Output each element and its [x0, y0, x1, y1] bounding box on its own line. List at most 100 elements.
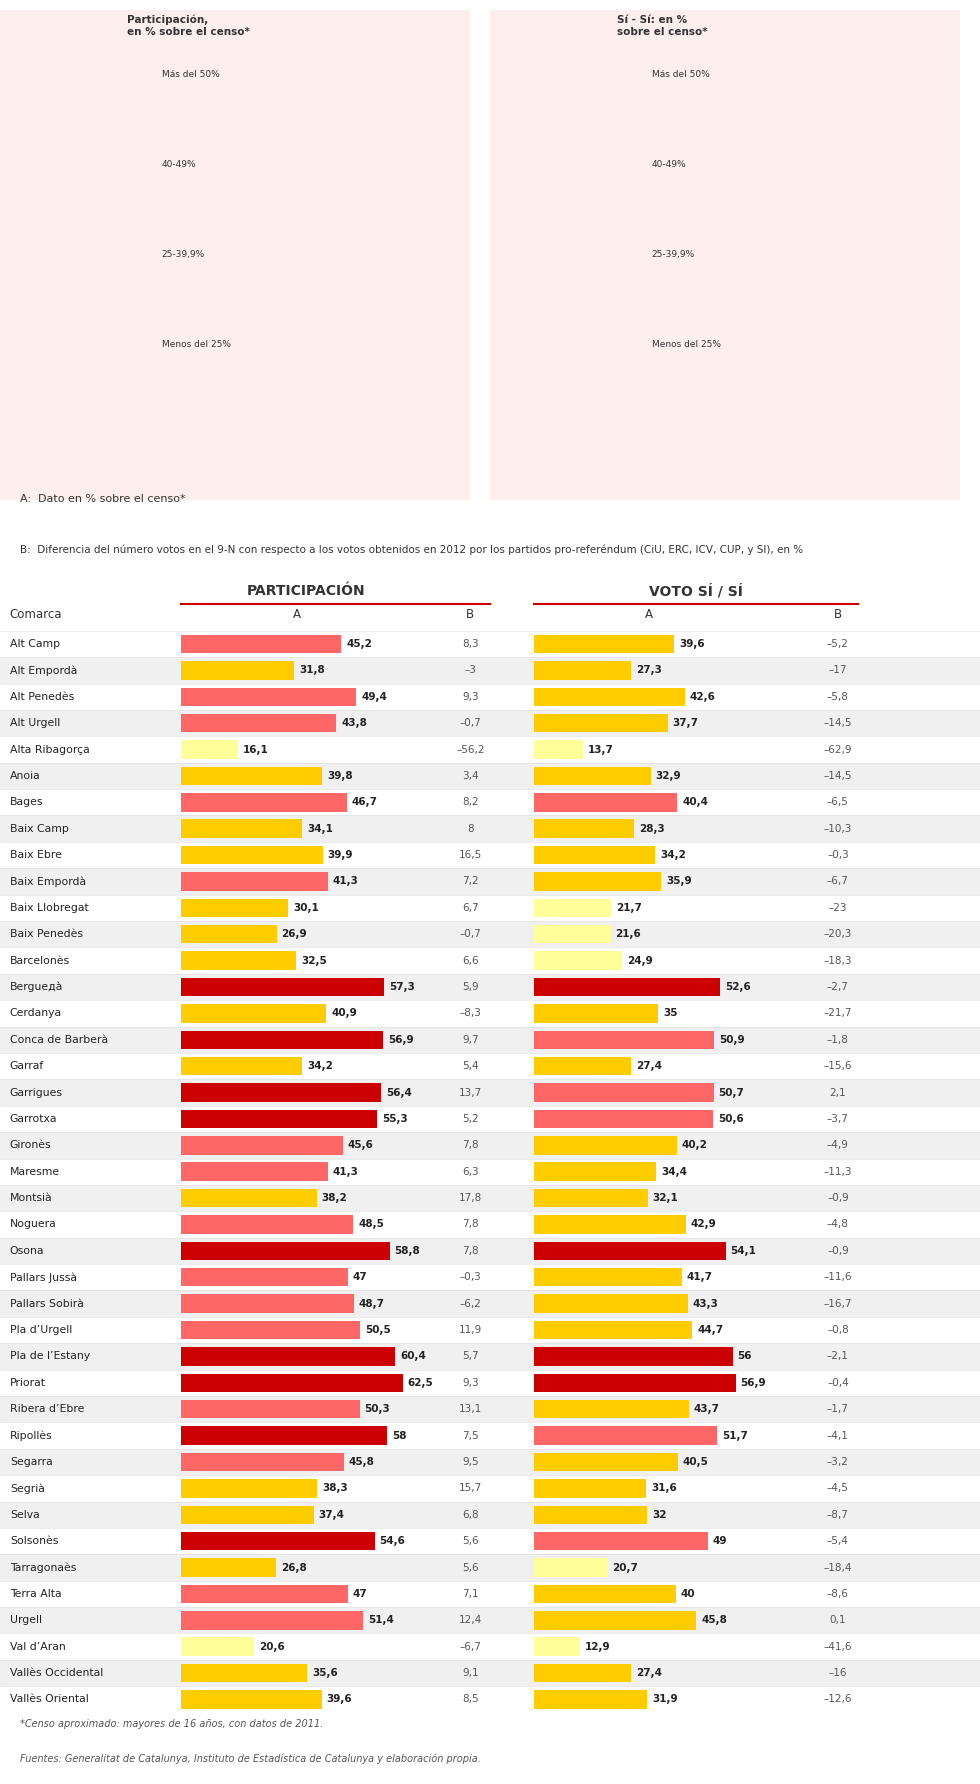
FancyBboxPatch shape [534, 1056, 631, 1076]
Text: 37,4: 37,4 [318, 1509, 345, 1520]
Text: Noguera: Noguera [10, 1220, 57, 1229]
Text: 13,7: 13,7 [588, 744, 613, 755]
Text: 7,8: 7,8 [463, 1220, 478, 1229]
Text: 50,3: 50,3 [365, 1404, 390, 1415]
Text: 20,7: 20,7 [612, 1563, 638, 1572]
FancyBboxPatch shape [0, 1238, 980, 1265]
Text: 2,1: 2,1 [830, 1088, 846, 1097]
Text: Alt Urgell: Alt Urgell [10, 719, 60, 728]
FancyBboxPatch shape [181, 740, 238, 758]
FancyBboxPatch shape [534, 1664, 631, 1682]
Text: Pallars Jussà: Pallars Jussà [10, 1272, 76, 1283]
Text: 54,6: 54,6 [379, 1536, 406, 1547]
Text: –2,1: –2,1 [827, 1352, 849, 1361]
Text: Alt Camp: Alt Camp [10, 639, 60, 649]
Text: 7,8: 7,8 [463, 1245, 478, 1256]
Text: 45,2: 45,2 [346, 639, 372, 649]
FancyBboxPatch shape [181, 1557, 276, 1577]
Text: Terra Alta: Terra Alta [10, 1590, 62, 1598]
Text: 56: 56 [737, 1352, 752, 1361]
Text: 47: 47 [353, 1590, 368, 1598]
FancyBboxPatch shape [181, 819, 302, 838]
Text: 8,2: 8,2 [463, 797, 478, 808]
Text: 26,9: 26,9 [281, 929, 307, 938]
FancyBboxPatch shape [0, 974, 980, 1001]
Text: Menos del 25%: Menos del 25% [162, 341, 230, 350]
Text: 9,3: 9,3 [463, 1377, 478, 1388]
Text: 25-39,9%: 25-39,9% [162, 250, 205, 259]
Text: 50,9: 50,9 [719, 1035, 745, 1045]
FancyBboxPatch shape [181, 951, 296, 970]
Text: Cerdanya: Cerdanya [10, 1008, 62, 1019]
Text: 55,3: 55,3 [382, 1113, 408, 1124]
Text: 7,8: 7,8 [463, 1140, 478, 1151]
FancyBboxPatch shape [0, 869, 980, 894]
FancyBboxPatch shape [534, 794, 677, 812]
FancyBboxPatch shape [534, 1163, 656, 1181]
FancyBboxPatch shape [534, 1268, 682, 1286]
Text: 3,4: 3,4 [463, 771, 478, 781]
Text: –6,5: –6,5 [827, 797, 849, 808]
FancyBboxPatch shape [181, 1242, 390, 1260]
Text: –17: –17 [829, 665, 847, 676]
FancyBboxPatch shape [534, 1215, 686, 1235]
FancyBboxPatch shape [617, 136, 642, 200]
FancyBboxPatch shape [534, 1320, 693, 1340]
Text: Bages: Bages [10, 797, 43, 808]
FancyBboxPatch shape [181, 1268, 348, 1286]
Text: Garrotxa: Garrotxa [10, 1113, 57, 1124]
Text: 16,5: 16,5 [459, 849, 482, 860]
Text: 21,6: 21,6 [615, 929, 641, 938]
Text: 30,1: 30,1 [293, 903, 318, 913]
Text: 56,9: 56,9 [388, 1035, 414, 1045]
FancyBboxPatch shape [181, 1163, 327, 1181]
Text: 45,8: 45,8 [702, 1615, 727, 1625]
Text: Pallars Sobirà: Pallars Sobirà [10, 1299, 83, 1309]
Text: –3,2: –3,2 [827, 1458, 849, 1466]
Text: Vallès Occidental: Vallès Occidental [10, 1668, 103, 1679]
Text: 45,6: 45,6 [348, 1140, 373, 1151]
Text: 9,5: 9,5 [463, 1458, 478, 1466]
FancyBboxPatch shape [0, 11, 470, 500]
Text: 58: 58 [392, 1431, 406, 1441]
FancyBboxPatch shape [534, 1506, 648, 1524]
FancyBboxPatch shape [534, 846, 656, 863]
Text: Más del 50%: Más del 50% [652, 70, 710, 80]
Text: 7,1: 7,1 [463, 1590, 478, 1598]
Text: 25-39,9%: 25-39,9% [652, 250, 695, 259]
Text: 6,3: 6,3 [463, 1167, 478, 1177]
Text: –0,9: –0,9 [827, 1193, 849, 1202]
FancyBboxPatch shape [534, 1584, 676, 1604]
Text: 0,1: 0,1 [830, 1615, 846, 1625]
Text: Segrià: Segrià [10, 1483, 45, 1493]
FancyBboxPatch shape [534, 714, 667, 733]
FancyBboxPatch shape [181, 1320, 361, 1340]
Text: 51,4: 51,4 [368, 1615, 394, 1625]
FancyBboxPatch shape [0, 1397, 980, 1422]
Text: 56,9: 56,9 [741, 1377, 766, 1388]
FancyBboxPatch shape [617, 45, 642, 111]
Text: 5,6: 5,6 [463, 1563, 478, 1572]
FancyBboxPatch shape [617, 314, 642, 380]
Text: 54,1: 54,1 [731, 1245, 757, 1256]
Text: 44,7: 44,7 [698, 1326, 723, 1334]
Text: 34,2: 34,2 [308, 1061, 333, 1070]
FancyBboxPatch shape [534, 1004, 659, 1022]
Text: 41,7: 41,7 [687, 1272, 712, 1283]
Text: 32,1: 32,1 [653, 1193, 678, 1202]
Text: 57,3: 57,3 [389, 981, 416, 992]
Text: Berguедà: Berguедà [10, 981, 63, 992]
Text: 39,8: 39,8 [327, 771, 353, 781]
Text: A:  Dato en % sobre el censo*: A: Dato en % sobre el censo* [20, 494, 185, 505]
FancyBboxPatch shape [0, 710, 980, 737]
Text: 40-49%: 40-49% [162, 161, 196, 169]
Text: 34,4: 34,4 [661, 1167, 687, 1177]
FancyBboxPatch shape [534, 1083, 713, 1103]
FancyBboxPatch shape [534, 978, 720, 995]
FancyBboxPatch shape [534, 1638, 580, 1656]
Text: 17,8: 17,8 [459, 1193, 482, 1202]
Text: 31,9: 31,9 [652, 1695, 677, 1704]
FancyBboxPatch shape [534, 1295, 688, 1313]
FancyBboxPatch shape [534, 1347, 732, 1367]
FancyBboxPatch shape [534, 1400, 689, 1418]
